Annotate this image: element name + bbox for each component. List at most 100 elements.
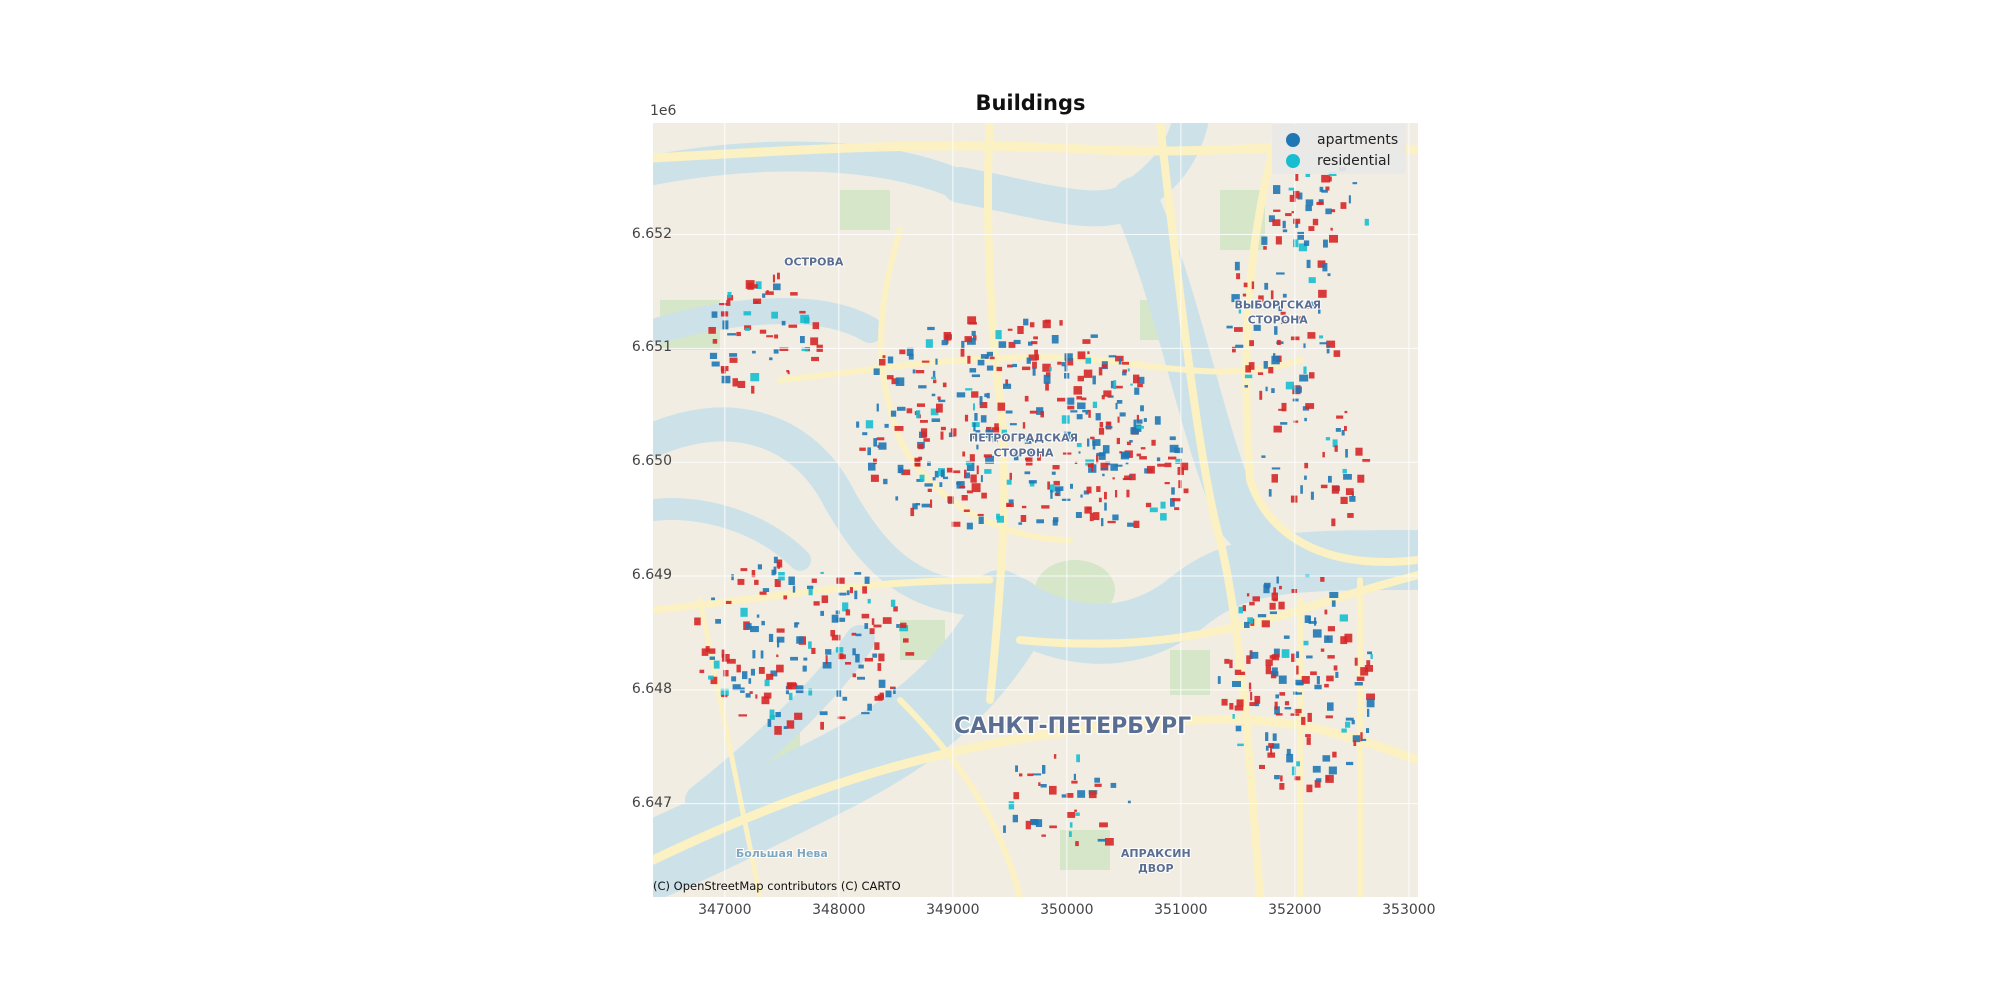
building-footprint (1324, 683, 1329, 688)
building-footprint (1280, 775, 1283, 782)
building-footprint (861, 613, 870, 619)
building-footprint (1037, 452, 1041, 461)
building-footprint (1333, 350, 1341, 357)
building-footprint (737, 578, 745, 585)
building-footprint (1097, 838, 1107, 842)
building-footprint (1164, 462, 1172, 468)
building-footprint (979, 396, 983, 405)
building-footprint (1295, 692, 1302, 695)
building-footprint (1348, 195, 1351, 204)
building-footprint (1264, 282, 1269, 290)
building-footprint (1278, 408, 1285, 411)
building-footprint (1296, 682, 1304, 686)
building-footprint (1036, 519, 1044, 524)
building-footprint (879, 692, 884, 698)
building-footprint (1274, 775, 1280, 780)
building-footprint (1004, 436, 1006, 441)
building-footprint (736, 331, 741, 337)
building-footprint (1081, 397, 1087, 401)
building-footprint (1364, 218, 1369, 226)
building-footprint (1070, 483, 1073, 489)
building-footprint (764, 679, 770, 687)
building-footprint (1075, 841, 1079, 847)
building-footprint (1236, 699, 1244, 707)
building-footprint (1366, 728, 1370, 733)
building-footprint (1360, 732, 1363, 742)
building-footprint (1314, 684, 1322, 690)
building-footprint (1345, 717, 1354, 721)
building-footprint (1098, 428, 1105, 435)
building-footprint (795, 685, 804, 694)
building-footprint (1026, 450, 1034, 455)
building-footprint (1304, 615, 1310, 623)
building-footprint (1076, 414, 1083, 420)
building-footprint (771, 311, 778, 319)
building-footprint (800, 336, 805, 344)
building-footprint (1074, 461, 1078, 464)
building-footprint (1270, 745, 1273, 755)
building-footprint (1057, 397, 1066, 402)
chart-title: Buildings (975, 91, 1086, 115)
building-footprint (1061, 794, 1068, 798)
building-footprint (831, 614, 839, 623)
building-footprint (1279, 585, 1282, 590)
building-footprint (1288, 187, 1294, 191)
building-footprint (1094, 777, 1100, 783)
building-footprint (973, 403, 975, 411)
building-footprint (708, 648, 716, 654)
building-footprint (1352, 182, 1358, 185)
building-footprint (1294, 708, 1302, 714)
building-footprint (1073, 386, 1083, 395)
building-footprint (769, 715, 775, 720)
building-footprint (980, 415, 987, 423)
building-footprint (1049, 825, 1057, 829)
building-footprint (1269, 602, 1276, 610)
building-footprint (1322, 451, 1325, 458)
building-footprint (763, 692, 772, 699)
building-footprint (1096, 454, 1099, 464)
building-footprint (796, 636, 804, 644)
building-footprint (772, 274, 775, 283)
building-footprint (774, 334, 779, 339)
building-footprint (965, 472, 970, 479)
building-footprint (745, 280, 755, 289)
building-footprint (852, 673, 857, 678)
building-footprint (1007, 364, 1013, 368)
building-footprint (971, 422, 980, 427)
x-tick-label: 347000 (698, 902, 752, 918)
building-footprint (1140, 447, 1146, 450)
building-footprint (1308, 615, 1311, 624)
building-footprint (1327, 702, 1334, 711)
building-footprint (1025, 457, 1033, 466)
building-footprint (1151, 439, 1156, 446)
building-footprint (887, 356, 894, 364)
building-footprint (1273, 648, 1280, 658)
building-footprint (886, 375, 894, 380)
building-footprint (1124, 475, 1130, 480)
building-footprint (1107, 520, 1116, 524)
building-footprint (1297, 231, 1304, 240)
building-footprint (1296, 761, 1300, 767)
building-footprint (1066, 405, 1075, 410)
building-footprint (1325, 208, 1332, 215)
building-footprint (745, 693, 751, 698)
building-footprint (1092, 375, 1096, 385)
building-footprint (1101, 518, 1104, 527)
building-footprint (971, 391, 979, 398)
building-footprint (1128, 474, 1132, 478)
building-footprint (1114, 464, 1123, 467)
building-footprint (930, 408, 939, 416)
building-footprint (899, 625, 909, 632)
building-footprint (1126, 489, 1130, 498)
building-footprint (878, 679, 886, 688)
building-footprint (1265, 732, 1269, 741)
building-footprint (1129, 440, 1133, 443)
building-footprint (864, 657, 873, 662)
legend-item-apartments: apartments (1286, 130, 1398, 150)
building-footprint (890, 599, 896, 607)
building-footprint (1118, 358, 1122, 365)
building-footprint (1006, 503, 1011, 507)
building-footprint (1136, 453, 1142, 457)
building-footprint (1325, 437, 1331, 441)
y-tick-label: 6.651 (631, 339, 672, 356)
